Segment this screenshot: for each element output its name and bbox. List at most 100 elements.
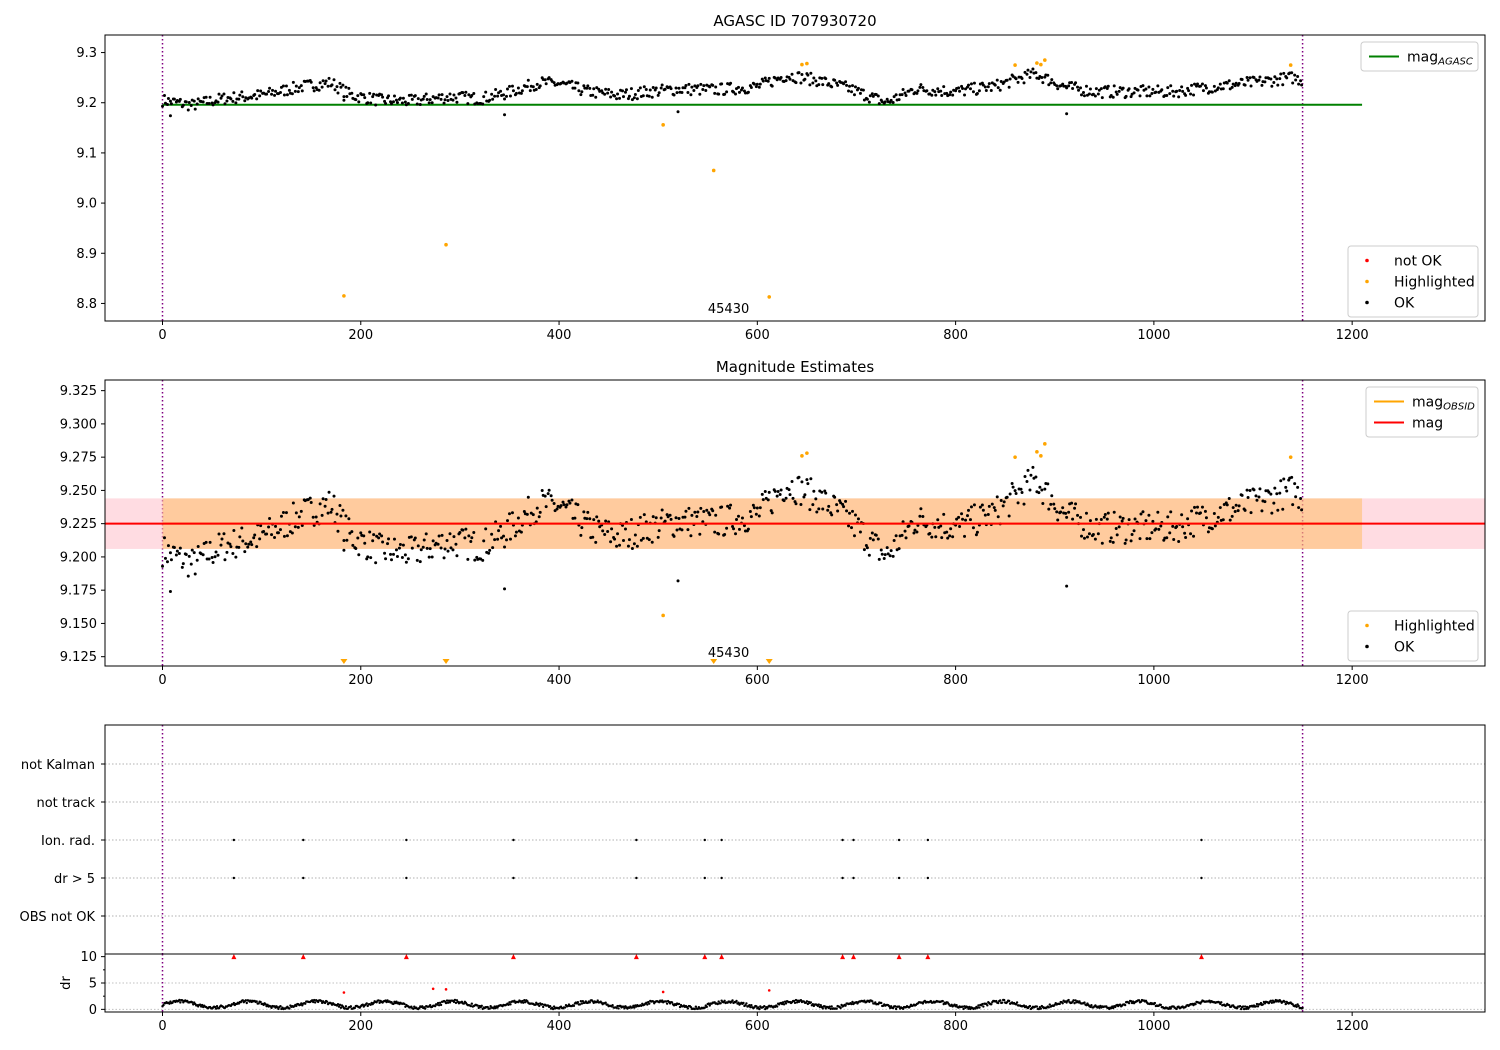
ok-point (350, 91, 354, 95)
ok-point (1099, 87, 1103, 91)
ok-point (252, 536, 256, 540)
ok-point (598, 525, 602, 529)
ok-point (1016, 501, 1020, 505)
obsid-annotation: 45430 (708, 646, 749, 661)
dr-clipped-marker (300, 954, 306, 960)
dr-point (513, 999, 516, 1003)
ok-point (1279, 479, 1283, 483)
ok-point (734, 92, 738, 96)
legend-box (1365, 386, 1479, 438)
ok-point (335, 512, 339, 516)
ok-point (961, 87, 965, 91)
ok-point (294, 84, 298, 88)
ok-point (1132, 91, 1136, 95)
ok-point (482, 539, 486, 543)
ok-point (1293, 73, 1297, 77)
dr-point (703, 1006, 706, 1009)
ok-point (692, 88, 696, 92)
ok-point (737, 527, 741, 531)
ok-point (740, 86, 744, 90)
dr-point (1243, 1005, 1247, 1008)
y-tick-label: 9.2 (76, 96, 97, 111)
dr-point (509, 1003, 512, 1006)
ok-point (585, 86, 589, 90)
dr-point (723, 999, 726, 1003)
ok-point (395, 101, 399, 105)
ok-point (1127, 518, 1131, 522)
ok-point (723, 92, 727, 96)
legend-label-subscript: AGASC (1437, 57, 1473, 68)
ok-point (576, 81, 580, 85)
ok-point (390, 102, 394, 106)
legend-box (1360, 41, 1479, 72)
x-tick-label: 0 (158, 1019, 166, 1034)
ok-point (406, 101, 410, 105)
ok-point (1105, 517, 1109, 521)
ok-point (986, 85, 990, 89)
ok-point (455, 554, 459, 558)
dr-point (232, 1001, 236, 1005)
dr-clipped-marker (231, 954, 237, 960)
dr-point (404, 1005, 407, 1008)
flag-point (302, 838, 305, 842)
ok-point (635, 544, 639, 548)
ok-point (339, 514, 343, 518)
ok-point (751, 503, 755, 507)
ok-point (344, 514, 348, 518)
dr-point (823, 1005, 826, 1008)
ok-point (1213, 524, 1217, 528)
ok-point (1249, 511, 1253, 515)
ok-point (1109, 94, 1113, 98)
ok-point (717, 532, 721, 536)
ok-point (586, 84, 590, 88)
dr-point (279, 1004, 282, 1008)
ok-point (1065, 515, 1069, 519)
ok-point (220, 94, 224, 98)
ok-point (427, 101, 431, 105)
dr-point (693, 1007, 697, 1011)
ok-point (1246, 78, 1250, 82)
ok-point (889, 98, 893, 102)
ok-point (1192, 93, 1196, 97)
ok-point (378, 532, 382, 536)
ok-point (945, 530, 949, 534)
ok-point (484, 90, 488, 94)
dr-point (361, 1003, 364, 1006)
ok-point (1050, 494, 1054, 498)
ok-point (219, 96, 223, 100)
dr-point (1098, 1006, 1101, 1009)
dr-clipped-marker (850, 954, 856, 960)
ok-point (467, 93, 471, 97)
x-tick-label: 400 (547, 328, 572, 343)
ok-point (1123, 541, 1127, 545)
ok-point (516, 516, 520, 520)
ok-point (446, 99, 450, 103)
ok-point (936, 518, 940, 522)
ok-point (389, 552, 393, 556)
ok-point (928, 532, 932, 536)
ok-point (321, 497, 325, 501)
ok-point (1008, 492, 1012, 496)
ok-point (766, 79, 770, 83)
ok-point (850, 90, 854, 94)
ok-point (195, 102, 199, 106)
ok-point (211, 561, 215, 565)
ok-point (790, 72, 794, 76)
ok-point (788, 77, 792, 81)
ok-point (1243, 508, 1247, 512)
ok-point (1198, 511, 1202, 515)
ok-point (778, 493, 782, 497)
ok-point (820, 490, 824, 494)
ok-point (169, 558, 173, 562)
ok-point (763, 489, 767, 493)
ok-point (1023, 474, 1027, 478)
ok-point (1056, 518, 1060, 522)
ok-point (833, 78, 837, 82)
ok-point (968, 518, 972, 522)
ok-point (1234, 81, 1238, 85)
dr-point (617, 1007, 620, 1010)
dr-point (611, 1003, 614, 1007)
ok-point (603, 532, 607, 536)
ok-point (1156, 510, 1160, 514)
dr-point (1239, 1007, 1243, 1011)
